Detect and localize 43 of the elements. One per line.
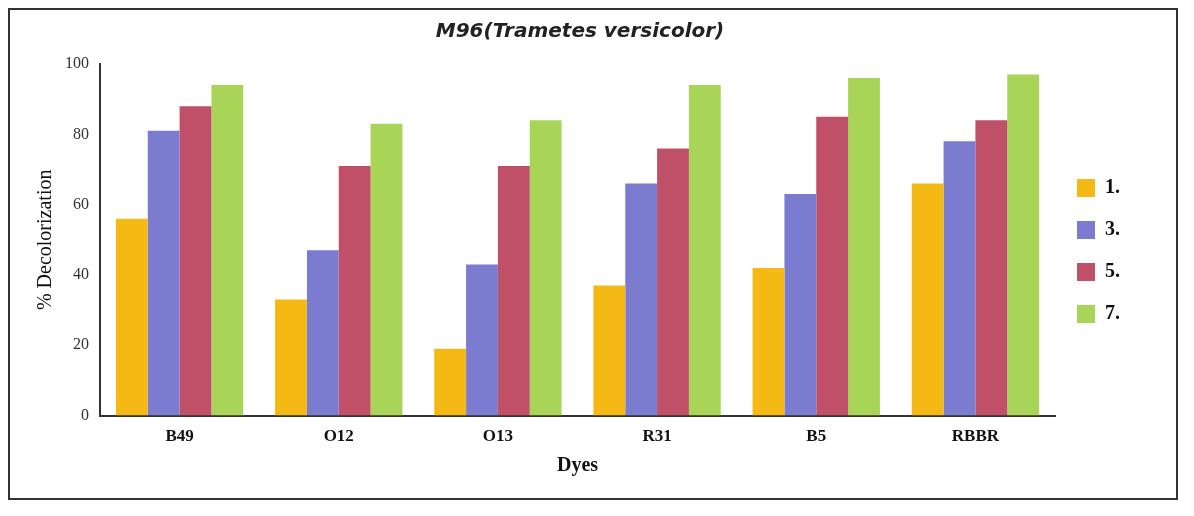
- bar: [625, 183, 658, 416]
- y-tick-label: 40: [73, 265, 89, 283]
- y-axis-title: % Decolorization: [33, 169, 56, 311]
- y-tick-label: 0: [81, 405, 89, 423]
- chart-title: M96(Trametes versicolor): [435, 18, 725, 43]
- bar: [115, 218, 148, 416]
- bar: [179, 106, 212, 416]
- bar: [975, 120, 1008, 416]
- bar: [529, 120, 562, 416]
- x-tick-label: O12: [323, 426, 354, 446]
- bar: [370, 123, 403, 416]
- bar: [752, 267, 785, 416]
- bar: [911, 183, 944, 416]
- x-tick-label: B49: [165, 426, 194, 446]
- bar: [466, 264, 498, 416]
- bar: [816, 116, 849, 416]
- x-axis-title: Dyes: [556, 453, 599, 477]
- bar: [943, 141, 976, 416]
- bar: [593, 285, 626, 416]
- bar: [688, 85, 721, 416]
- bar: [784, 194, 817, 416]
- legend-label: 7.: [1105, 301, 1120, 324]
- bar: [848, 78, 880, 416]
- bar: [657, 148, 689, 416]
- bar: [306, 250, 339, 416]
- y-tick-label: 80: [73, 124, 89, 142]
- bar: [147, 130, 180, 416]
- bar: [338, 165, 371, 416]
- y-tick-label: 100: [65, 54, 89, 72]
- x-tick-label: B5: [806, 426, 827, 446]
- x-tick-label: RBBR: [951, 426, 1000, 446]
- x-tick-label: O13: [482, 426, 514, 446]
- bar: [497, 165, 530, 416]
- legend-label: 3.: [1105, 217, 1120, 240]
- x-tick-label: R31: [642, 426, 672, 446]
- y-tick-label: 20: [73, 335, 89, 353]
- bar: [211, 85, 244, 416]
- bar: [1007, 74, 1040, 416]
- legend-label: 5.: [1105, 259, 1120, 282]
- bar: [434, 348, 467, 416]
- y-tick-label: 60: [73, 194, 89, 212]
- bar: [275, 299, 307, 416]
- legend-label: 1.: [1105, 175, 1120, 198]
